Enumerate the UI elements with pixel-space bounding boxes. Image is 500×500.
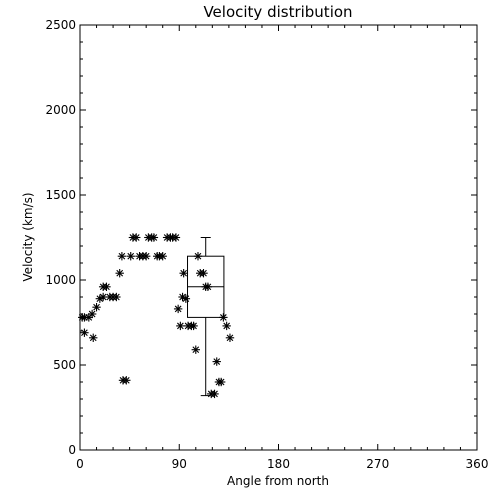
data-point (173, 304, 183, 314)
data-point (115, 269, 124, 278)
chart-title: Velocity distribution (203, 3, 352, 21)
data-point (199, 269, 208, 278)
y-tick-label: 0 (68, 443, 76, 457)
data-point (176, 321, 185, 331)
data-point (126, 252, 135, 261)
data-point (122, 376, 131, 385)
y-tick-label: 1000 (45, 273, 76, 287)
data-point (87, 309, 97, 319)
data-point (132, 233, 141, 242)
y-axis-label: Velocity (km/s) (21, 192, 35, 281)
x-tick-label: 0 (76, 457, 84, 471)
x-axis-label: Angle from north (227, 474, 329, 488)
data-point (225, 333, 235, 342)
data-point (222, 321, 231, 331)
data-point (191, 345, 200, 354)
data-point (181, 294, 191, 303)
y-tick-label: 2000 (45, 103, 76, 117)
data-point (212, 357, 221, 366)
y-tick-label: 2500 (45, 18, 76, 32)
data-point (158, 252, 167, 261)
data-point (102, 282, 111, 291)
data-point (117, 252, 127, 261)
data-point (89, 333, 98, 342)
x-tick-label: 90 (172, 457, 187, 471)
data-point (171, 233, 181, 242)
data-point (112, 292, 121, 302)
y-axis: 0 500 1000 1500 2000 2500 (45, 18, 477, 457)
data-point (92, 303, 101, 312)
box-plot (187, 237, 225, 397)
data-point (141, 252, 151, 261)
data-point (189, 321, 198, 331)
x-tick-label: 360 (466, 457, 489, 471)
x-axis: 0 90 180 270 360 (76, 25, 488, 471)
data-point (80, 328, 89, 337)
data-point (149, 233, 159, 242)
data-series (78, 233, 235, 399)
x-tick-label: 180 (267, 457, 290, 471)
data-point (179, 269, 188, 278)
y-tick-label: 1500 (45, 188, 76, 202)
x-tick-label: 270 (366, 457, 389, 471)
y-tick-label: 500 (53, 358, 76, 372)
data-point (216, 377, 226, 387)
data-point (210, 389, 219, 399)
